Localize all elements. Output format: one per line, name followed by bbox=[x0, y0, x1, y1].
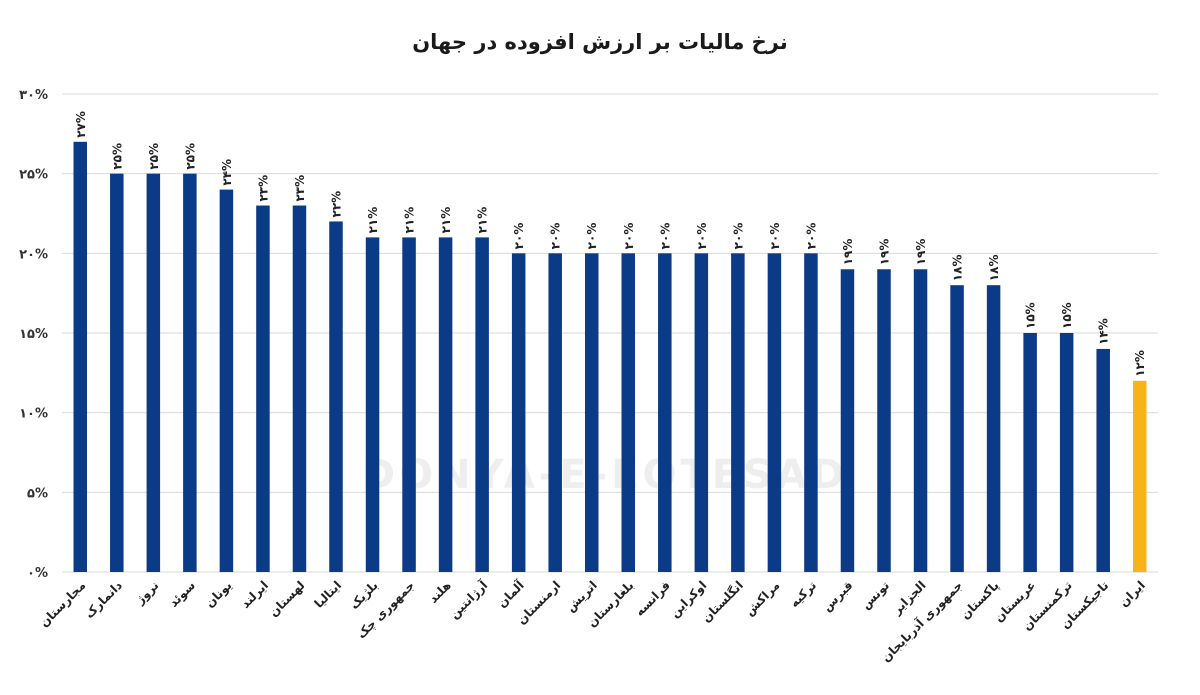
data-label: ۲۰% bbox=[731, 223, 745, 250]
y-tick-label: ۳۰% bbox=[19, 88, 48, 103]
bar bbox=[73, 141, 88, 573]
bar bbox=[584, 253, 599, 573]
x-tick-label: لهستان bbox=[266, 578, 307, 619]
bar bbox=[731, 253, 745, 573]
data-label: ۲۴% bbox=[220, 159, 234, 186]
x-tick-label: قبرس bbox=[820, 578, 856, 614]
data-label: ۱۸% bbox=[951, 255, 965, 282]
bar bbox=[840, 269, 855, 572]
data-label: ۲۰% bbox=[512, 223, 526, 250]
y-tick-label: ۵% bbox=[27, 486, 48, 501]
bar bbox=[950, 285, 964, 572]
data-label: ۱۴% bbox=[1097, 318, 1111, 345]
bar bbox=[329, 221, 343, 572]
data-labels: ۲۷% ۲۵% ۲۵% ۲۵% ۲۴% ۲۳% ۲۳% ۲۲% ۲۱% ۲۱% ۲۱% ۲۱% ۲۰% ۲… bbox=[74, 111, 1147, 377]
data-label: ۲۰% bbox=[768, 223, 782, 250]
bars bbox=[73, 141, 1147, 573]
bar bbox=[767, 253, 782, 573]
data-label: ۲۰% bbox=[585, 223, 599, 250]
y-tick-label: ۲۰% bbox=[19, 247, 48, 262]
bar bbox=[402, 237, 416, 572]
bar bbox=[1132, 380, 1147, 572]
data-label: ۲۰% bbox=[622, 223, 636, 250]
bar bbox=[219, 189, 234, 572]
y-tick-label: ۱۰% bbox=[19, 407, 48, 422]
data-label: ۲۱% bbox=[366, 207, 380, 234]
bar bbox=[621, 253, 636, 573]
data-label: ۱۲% bbox=[1133, 350, 1147, 377]
x-tick-label: فرانسه bbox=[632, 578, 673, 619]
data-label: ۲۱% bbox=[439, 207, 453, 234]
data-label: ۱۵% bbox=[1060, 302, 1074, 329]
bar bbox=[986, 285, 1001, 572]
bar bbox=[694, 253, 709, 573]
x-tick-label: مجارستان bbox=[37, 578, 89, 630]
bar bbox=[658, 253, 672, 573]
bar bbox=[1096, 348, 1110, 572]
bar bbox=[183, 173, 197, 572]
bar bbox=[1023, 333, 1037, 572]
data-label: ۱۸% bbox=[987, 255, 1001, 282]
gridlines bbox=[62, 93, 1158, 573]
data-label: ۲۵% bbox=[183, 143, 197, 170]
x-tick-label: آرژانتین bbox=[446, 577, 491, 622]
x-tick-label: سوئد bbox=[166, 578, 198, 610]
bar bbox=[511, 253, 526, 573]
x-tick-label: مراکش bbox=[742, 578, 782, 618]
y-tick-label: ۰% bbox=[27, 566, 48, 581]
data-label: ۲۲% bbox=[330, 191, 344, 218]
data-label: ۲۱% bbox=[403, 207, 417, 234]
data-label: ۱۹% bbox=[841, 239, 855, 266]
data-label: ۲۳% bbox=[256, 175, 270, 202]
x-tick-label: آلمان bbox=[494, 577, 527, 610]
chart-title: نرخ مالیات بر ارزش افزوده در جهان bbox=[412, 30, 788, 54]
data-label: ۲۷% bbox=[74, 111, 88, 138]
x-tick-label: هلند bbox=[426, 578, 454, 606]
bar bbox=[110, 173, 124, 572]
y-axis-ticks: ۰% ۵% ۱۰% ۱۵% ۲۰% ۲۵% ۳۰% bbox=[19, 88, 48, 581]
bar bbox=[475, 237, 489, 572]
x-tick-label: ایرلند bbox=[238, 578, 271, 611]
data-label: ۲۰% bbox=[695, 223, 709, 250]
data-label: ۱۵% bbox=[1024, 302, 1038, 329]
x-tick-label: دانمارک bbox=[82, 578, 125, 621]
bar bbox=[146, 173, 161, 572]
x-tick-label: ایران bbox=[1116, 578, 1147, 609]
bar bbox=[877, 269, 891, 572]
bar bbox=[365, 237, 380, 572]
bar bbox=[1059, 333, 1074, 572]
data-label: ۱۹% bbox=[878, 239, 892, 266]
x-tick-label: یونان bbox=[202, 578, 235, 611]
data-label: ۲۰% bbox=[658, 223, 672, 250]
x-tick-label: نروژ bbox=[132, 578, 162, 608]
data-label: ۲۰% bbox=[804, 223, 818, 250]
bar bbox=[256, 205, 270, 573]
data-label: ۲۱% bbox=[476, 207, 490, 234]
x-tick-label: ایتالیا bbox=[312, 578, 344, 610]
data-label: ۲۰% bbox=[549, 223, 563, 250]
data-label: ۲۳% bbox=[293, 175, 307, 202]
bar bbox=[804, 253, 818, 573]
x-tick-label: ترکیه bbox=[787, 578, 819, 610]
y-tick-label: ۲۵% bbox=[19, 168, 48, 183]
data-label: ۲۵% bbox=[147, 143, 161, 170]
bar bbox=[438, 237, 453, 572]
x-tick-label: تونس bbox=[859, 578, 893, 612]
bar bbox=[548, 253, 562, 573]
x-tick-label: بلژیک bbox=[347, 578, 381, 612]
bar bbox=[292, 205, 307, 573]
data-label: ۲۵% bbox=[110, 143, 124, 170]
y-tick-label: ۱۵% bbox=[19, 327, 48, 342]
data-label: ۱۹% bbox=[914, 239, 928, 266]
bar bbox=[913, 269, 928, 572]
